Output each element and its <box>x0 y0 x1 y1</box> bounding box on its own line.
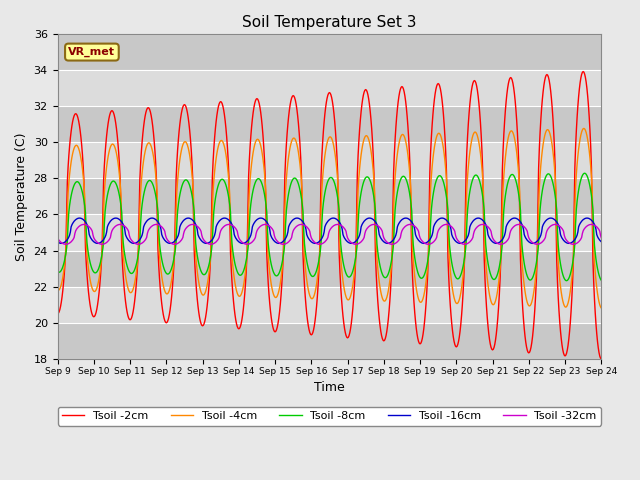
Line: Tsoil -32cm: Tsoil -32cm <box>58 225 601 244</box>
Line: Tsoil -16cm: Tsoil -16cm <box>58 218 601 243</box>
Y-axis label: Soil Temperature (C): Soil Temperature (C) <box>15 132 28 261</box>
Tsoil -4cm <box>374 265 381 271</box>
Tsoil -8cm <box>597 277 605 283</box>
Tsoil -2cm <box>548 96 556 101</box>
Tsoil -4cm <box>597 305 605 311</box>
Bar <box>58 34 601 70</box>
X-axis label: Time: Time <box>314 381 345 394</box>
Tsoil -16cm <box>549 216 557 221</box>
Tsoil -8cm <box>548 175 556 181</box>
Tsoil -16cm <box>198 238 205 244</box>
Line: Tsoil -2cm: Tsoil -2cm <box>58 72 601 359</box>
Tsoil -4cm <box>548 138 556 144</box>
Tsoil -16cm <box>597 239 605 245</box>
Tsoil -8cm <box>374 249 381 254</box>
Tsoil -32cm <box>549 222 557 228</box>
Tsoil -2cm <box>597 356 605 362</box>
Tsoil -32cm <box>198 232 205 238</box>
Line: Tsoil -8cm: Tsoil -8cm <box>58 173 601 281</box>
Tsoil -2cm <box>173 160 180 166</box>
Line: Tsoil -4cm: Tsoil -4cm <box>58 129 601 308</box>
Tsoil -8cm <box>173 221 180 227</box>
Tsoil -4cm <box>196 287 204 292</box>
Bar <box>58 179 601 215</box>
Tsoil -32cm <box>62 241 70 247</box>
Bar <box>58 106 601 142</box>
Tsoil -4cm <box>54 287 61 293</box>
Bar <box>58 215 601 251</box>
Bar <box>58 251 601 287</box>
Tsoil -32cm <box>429 240 436 245</box>
Tsoil -4cm <box>428 174 435 180</box>
Tsoil -16cm <box>175 232 182 238</box>
Tsoil -4cm <box>173 189 180 194</box>
Bar <box>58 323 601 359</box>
Tsoil -8cm <box>321 190 329 196</box>
Tsoil -32cm <box>175 240 182 246</box>
Bar <box>58 142 601 179</box>
Tsoil -8cm <box>581 170 589 176</box>
Tsoil -16cm <box>376 232 383 238</box>
Tsoil -4cm <box>580 126 588 132</box>
Tsoil -2cm <box>374 298 381 303</box>
Bar <box>58 70 601 106</box>
Tsoil -4cm <box>321 153 329 158</box>
Tsoil -16cm <box>76 215 83 221</box>
Title: Soil Temperature Set 3: Soil Temperature Set 3 <box>242 15 417 30</box>
Tsoil -32cm <box>376 224 383 230</box>
Tsoil -16cm <box>429 229 436 235</box>
Tsoil -2cm <box>54 311 61 317</box>
Tsoil -32cm <box>54 235 61 240</box>
Tsoil -2cm <box>196 318 204 324</box>
Tsoil -32cm <box>597 235 605 240</box>
Legend: Tsoil -2cm, Tsoil -4cm, Tsoil -8cm, Tsoil -16cm, Tsoil -32cm: Tsoil -2cm, Tsoil -4cm, Tsoil -8cm, Tsoi… <box>58 407 601 426</box>
Bar <box>58 287 601 323</box>
Tsoil -2cm <box>321 111 329 117</box>
Text: VR_met: VR_met <box>68 47 115 57</box>
Tsoil -32cm <box>323 237 330 243</box>
Tsoil -8cm <box>54 269 61 275</box>
Tsoil -8cm <box>428 207 435 213</box>
Tsoil -16cm <box>323 220 330 226</box>
Tsoil -8cm <box>196 266 204 272</box>
Tsoil -16cm <box>54 239 61 245</box>
Tsoil -32cm <box>80 222 88 228</box>
Tsoil -8cm <box>563 278 570 284</box>
Tsoil -2cm <box>579 69 587 74</box>
Tsoil -16cm <box>58 240 65 246</box>
Tsoil -2cm <box>428 135 435 141</box>
